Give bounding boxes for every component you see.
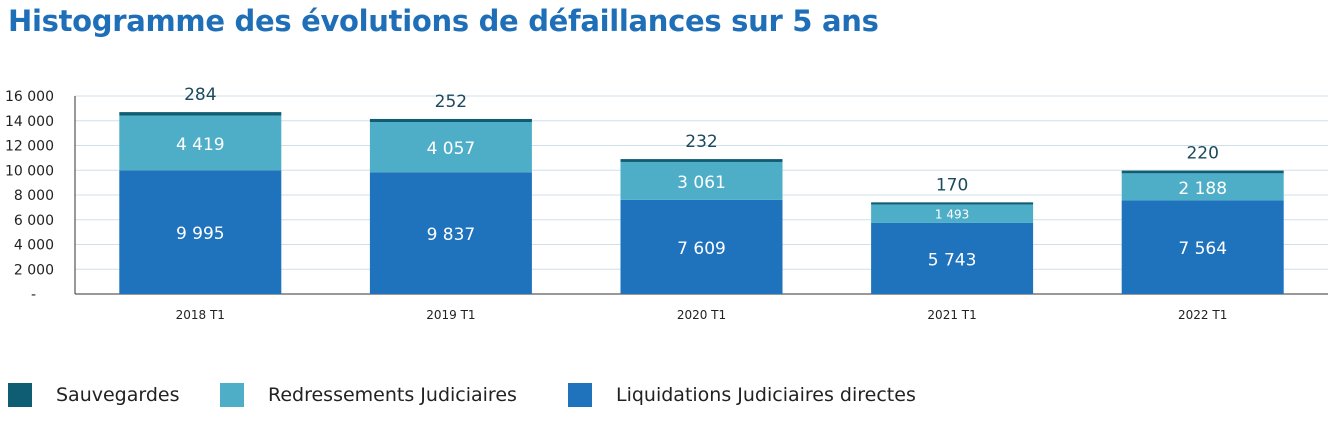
legend-swatch [568,383,592,407]
bar-redressements [871,204,1034,223]
bar-redressements [620,161,783,200]
data-label-liquidations: 7 564 [1178,239,1227,259]
data-label-redressements: 4 057 [427,139,476,159]
bar-sauvegardes [871,202,1034,205]
data-label-redressements: 2 188 [1178,179,1227,199]
bar-liquidations [1121,200,1284,294]
legend-swatch [220,383,244,407]
data-label-redressements: 3 061 [677,173,726,193]
data-label-sauvegardes: 284 [184,85,216,105]
legend-item: Redressements Judiciaires [220,383,517,407]
data-label-liquidations: 7 609 [677,239,726,259]
data-label-liquidations: 5 743 [928,250,977,270]
data-label-redressements: 4 419 [176,135,225,155]
legend-item: Liquidations Judiciaires directes [568,383,916,407]
y-tick-label: 8 000 [14,188,54,204]
data-label-sauvegardes: 220 [1186,144,1218,164]
y-tick-label: 6 000 [14,213,54,229]
legend-label: Sauvegardes [56,384,180,406]
data-label-sauvegardes: 252 [435,92,467,112]
y-tick-label: 4 000 [14,238,54,254]
bar-liquidations [620,199,783,294]
data-label-redressements: 1 493 [935,208,969,222]
stacked-bar-chart: - 2 000 4 000 6 000 8 000 10 000 12 000 14 000 1… [5,85,1328,322]
y-tick-label: 10 000 [5,163,54,179]
bar-redressements [1121,173,1284,201]
y-tick-label: 12 000 [5,139,54,155]
data-label-liquidations: 9 837 [427,225,476,245]
bar-liquidations [871,222,1034,294]
chart-title: Histogramme des évolutions de défaillanc… [8,4,879,38]
x-tick-label: 2018 T1 [176,308,225,322]
data-label-sauvegardes: 232 [685,132,717,152]
y-tick-label: 16 000 [5,89,54,105]
bar-redressements [119,115,282,171]
data-label-liquidations: 9 995 [176,224,225,244]
legend-swatch [8,383,32,407]
y-tick-label: - [31,287,36,303]
y-tick-label: 14 000 [5,114,54,130]
x-tick-label: 2022 T1 [1178,308,1227,322]
x-tick-label: 2021 T1 [927,308,976,322]
bar-redressements [369,122,532,173]
x-tick-label: 2020 T1 [677,308,726,322]
legend-label: Redressements Judiciaires [268,384,517,406]
legend-label: Liquidations Judiciaires directes [616,384,916,406]
y-tick-label: 2 000 [14,262,54,278]
data-label-sauvegardes: 170 [936,175,968,195]
bar-sauvegardes [1121,170,1284,174]
bar-liquidations [119,170,282,294]
bar-liquidations [369,172,532,294]
legend-item: Sauvegardes [8,383,180,407]
bar-sauvegardes [620,159,783,162]
bar-sauvegardes [119,112,282,116]
x-tick-label: 2019 T1 [426,308,475,322]
bar-sauvegardes [369,118,532,123]
